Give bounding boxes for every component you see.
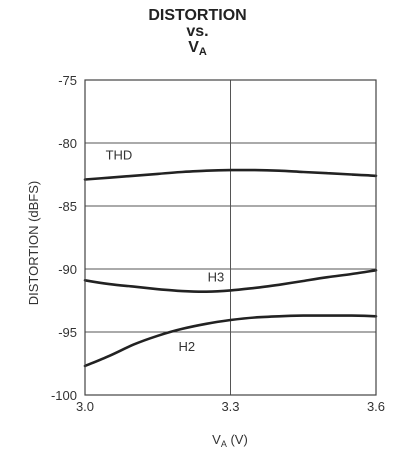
y-tick-label: -80: [58, 136, 77, 151]
chart-title: DISTORTION vs. VA: [0, 7, 395, 58]
data-curves: [83, 168, 378, 368]
x-tick-label: 3.0: [76, 399, 94, 414]
y-tick-labels: -100 -95 -90 -85 -80 -75: [51, 73, 77, 403]
y-tick-label: -95: [58, 325, 77, 340]
title-line-3: VA: [0, 39, 395, 58]
x-tick-labels: 3.0 3.3 3.6: [76, 399, 385, 414]
y-tick-label: -100: [51, 388, 77, 403]
x-label-unit: (V): [227, 432, 248, 447]
series-line-h3: [83, 269, 378, 294]
series-line-thd: [83, 168, 378, 181]
curve-labels: THD H3 H2: [106, 147, 225, 354]
curve-label-h2: H2: [179, 339, 196, 354]
x-label-subscript: A: [221, 439, 227, 449]
y-tick-label: -75: [58, 73, 77, 88]
x-tick-label: 3.3: [221, 399, 239, 414]
series-line-h2: [83, 314, 378, 368]
title-line-2: vs.: [186, 23, 209, 40]
title-line-1: DISTORTION: [148, 7, 247, 24]
plot-frame: [84, 79, 377, 396]
x-label-var: V: [212, 432, 221, 447]
y-tick-label: -90: [58, 262, 77, 277]
grid-lines: [85, 80, 376, 395]
y-tick-label: -85: [58, 199, 77, 214]
x-tick-label: 3.6: [367, 399, 385, 414]
curve-label-h3: H3: [208, 270, 225, 285]
title-var-subscript: A: [198, 46, 207, 58]
curve-label-thd: THD: [106, 147, 133, 162]
title-var: V: [188, 39, 199, 56]
y-axis-label: DISTORTION (dBFS): [26, 181, 41, 305]
x-axis-label: VA (V): [212, 432, 248, 449]
